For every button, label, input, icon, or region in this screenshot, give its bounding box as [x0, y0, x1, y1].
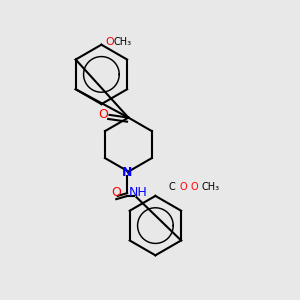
Text: O: O — [111, 186, 121, 199]
Text: CH₃: CH₃ — [201, 182, 219, 193]
Text: O: O — [105, 37, 114, 47]
Text: O: O — [180, 182, 187, 193]
Text: O: O — [190, 182, 198, 193]
Text: C: C — [169, 182, 176, 193]
Text: CH₃: CH₃ — [114, 37, 132, 47]
Text: N: N — [122, 167, 132, 179]
Text: O: O — [98, 108, 108, 122]
Text: NH: NH — [128, 186, 147, 199]
